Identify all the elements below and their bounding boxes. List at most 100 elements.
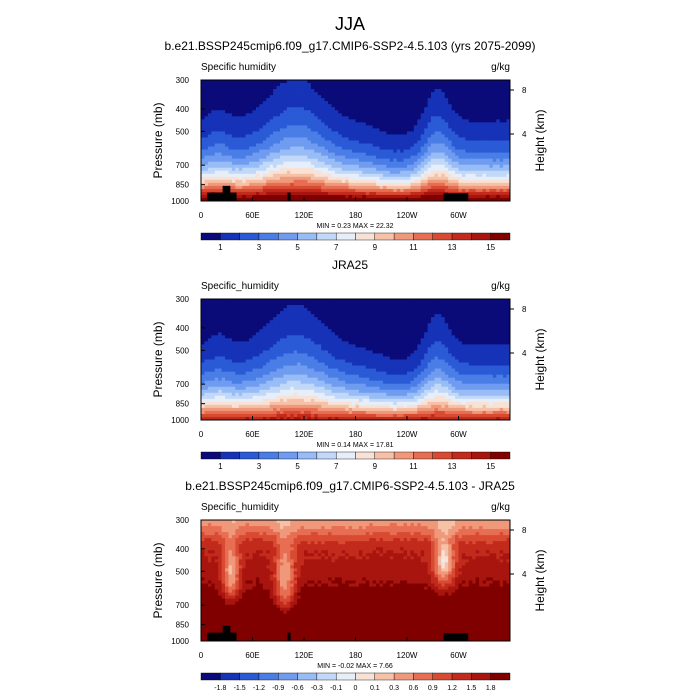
heatmap-cell xyxy=(231,347,236,351)
heatmap-cell xyxy=(496,155,501,160)
heatmap-cell xyxy=(242,143,247,147)
heatmap-cell xyxy=(382,173,387,178)
heatmap-cell xyxy=(218,371,222,376)
heatmap-cell xyxy=(238,401,243,406)
heatmap-cell xyxy=(372,167,377,172)
heatmap-cell xyxy=(211,341,216,345)
heatmap-cell xyxy=(297,80,301,84)
heatmap-cell xyxy=(238,185,243,190)
heatmap-cell xyxy=(276,131,281,135)
heatmap-cell xyxy=(379,119,384,123)
heatmap-cell xyxy=(276,113,281,117)
heatmap-cell xyxy=(242,323,247,327)
heatmap-cell xyxy=(269,392,274,397)
heatmap-cell xyxy=(218,311,222,315)
heatmap-cell xyxy=(461,101,466,105)
heatmap-cell xyxy=(266,350,271,354)
heatmap-cell xyxy=(341,140,346,144)
heatmap-cell xyxy=(283,89,288,93)
heatmap-cell xyxy=(231,311,236,315)
heatmap-cell xyxy=(475,170,480,175)
heatmap-cell xyxy=(297,98,301,102)
heatmap-cell xyxy=(441,146,446,150)
heatmap-cell xyxy=(314,107,319,111)
heatmap-cell xyxy=(434,170,439,175)
heatmap-cell xyxy=(231,374,236,379)
heatmap-cell xyxy=(259,164,264,169)
heatmap-cell xyxy=(472,146,477,150)
heatmap-cell xyxy=(252,374,257,379)
heatmap-cell xyxy=(225,92,229,96)
heatmap-cell xyxy=(286,326,291,330)
heatmap-cell xyxy=(345,140,350,144)
heatmap-cell xyxy=(273,152,277,157)
heatmap-cell xyxy=(259,194,264,199)
heatmap-cell xyxy=(211,365,216,369)
heatmap-cell xyxy=(307,149,312,153)
heatmap-cell xyxy=(407,185,411,190)
heatmap-cell xyxy=(218,131,222,135)
heatmap-cell xyxy=(328,155,332,160)
heatmap-cell xyxy=(372,131,377,135)
heatmap-cell xyxy=(489,140,494,144)
heatmap-cell xyxy=(485,173,490,178)
heatmap-cell xyxy=(211,134,216,138)
heatmap-cell xyxy=(396,95,401,99)
heatmap-cell xyxy=(228,116,233,120)
heatmap-cell xyxy=(413,92,418,96)
heatmap-cell xyxy=(286,386,291,391)
heatmap-cell xyxy=(345,101,350,105)
heatmap-cell xyxy=(207,101,212,105)
heatmap-cell xyxy=(283,194,288,199)
heatmap-cell xyxy=(266,314,271,318)
heatmap-cell xyxy=(396,152,401,157)
heatmap-cell xyxy=(279,197,284,202)
heatmap-cell xyxy=(218,320,222,324)
heatmap-cell xyxy=(338,170,343,175)
heatmap-cell xyxy=(221,140,226,144)
heatmap-cell xyxy=(245,197,250,202)
heatmap-cell xyxy=(242,368,247,372)
heatmap-cell xyxy=(455,116,459,120)
heatmap-cell xyxy=(400,89,404,93)
heatmap-cell xyxy=(376,179,380,184)
heatmap-cell xyxy=(389,140,394,144)
heatmap-cell xyxy=(451,146,456,150)
heatmap-cell xyxy=(276,146,281,150)
heatmap-cell xyxy=(211,302,216,306)
heatmap-cell xyxy=(451,185,456,190)
heatmap-cell xyxy=(238,188,243,193)
heatmap-cell xyxy=(211,317,216,321)
heatmap-cell xyxy=(286,83,291,87)
heatmap-cell xyxy=(252,314,257,318)
heatmap-cell xyxy=(276,350,281,354)
heatmap-cell xyxy=(403,104,408,108)
heatmap-cell xyxy=(485,170,490,175)
heatmap-cell xyxy=(451,83,456,87)
heatmap-cell xyxy=(259,332,264,336)
heatmap-cell xyxy=(279,356,284,360)
heatmap-cell xyxy=(434,95,439,99)
heatmap-cell xyxy=(293,188,298,193)
heatmap-cell xyxy=(475,107,480,111)
heatmap-cell xyxy=(279,164,284,169)
heatmap-cell xyxy=(221,164,226,169)
heatmap-cell xyxy=(269,143,274,147)
heatmap-cell xyxy=(228,83,233,87)
heatmap-cell xyxy=(214,338,219,342)
heatmap-cell xyxy=(365,173,370,178)
heatmap-cell xyxy=(262,389,267,394)
heatmap-cell xyxy=(207,161,212,166)
heatmap-cell xyxy=(448,188,453,193)
heatmap-cell xyxy=(475,197,480,202)
heatmap-cell xyxy=(379,110,384,114)
heatmap-cell xyxy=(328,188,332,193)
heatmap-cell xyxy=(286,365,291,369)
heatmap-cell xyxy=(290,182,295,187)
heatmap-cell xyxy=(372,110,377,114)
heatmap-cell xyxy=(468,83,473,87)
heatmap-cell xyxy=(290,380,295,385)
heatmap-cell xyxy=(259,143,264,147)
heatmap-cell xyxy=(269,170,274,175)
heatmap-cell xyxy=(410,122,415,126)
